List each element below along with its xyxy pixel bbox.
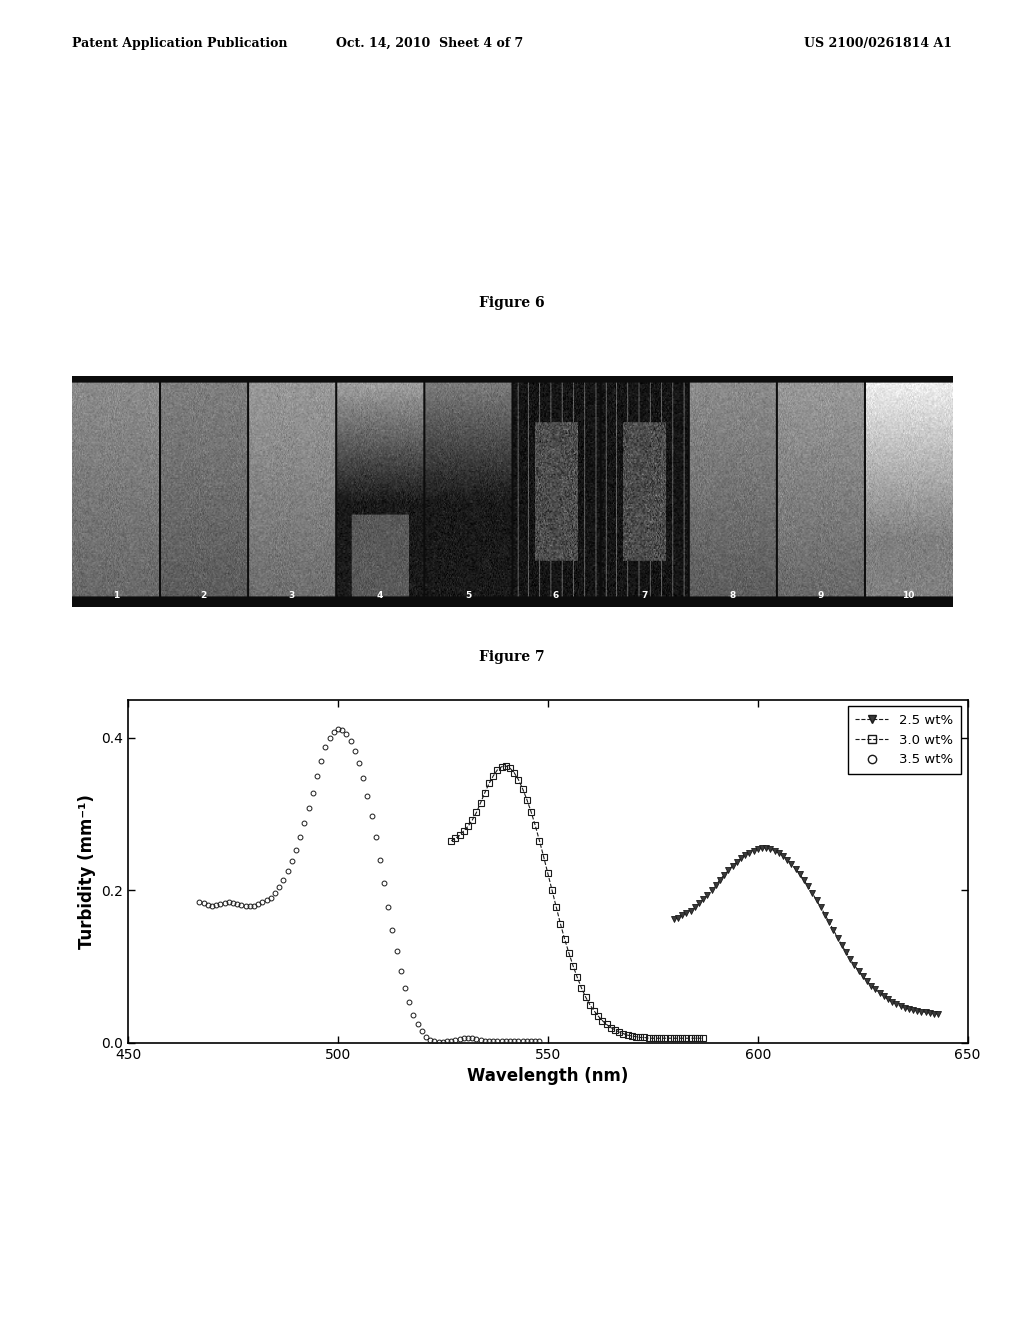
Text: 1: 1 <box>113 591 119 601</box>
Y-axis label: Turbidity (mm⁻¹): Turbidity (mm⁻¹) <box>78 793 95 949</box>
Text: Figure 6: Figure 6 <box>479 296 545 310</box>
Text: 10: 10 <box>902 591 914 601</box>
Text: 6: 6 <box>553 591 559 601</box>
Text: 3: 3 <box>289 591 295 601</box>
Legend: 2.5 wt%, 3.0 wt%, 3.5 wt%: 2.5 wt%, 3.0 wt%, 3.5 wt% <box>848 706 962 775</box>
Text: Patent Application Publication: Patent Application Publication <box>72 37 287 50</box>
Text: 4: 4 <box>377 591 383 601</box>
Text: US 2100/0261814 A1: US 2100/0261814 A1 <box>804 37 952 50</box>
Text: 8: 8 <box>729 591 735 601</box>
Text: 5: 5 <box>465 591 471 601</box>
Text: 9: 9 <box>817 591 823 601</box>
Text: Oct. 14, 2010  Sheet 4 of 7: Oct. 14, 2010 Sheet 4 of 7 <box>337 37 523 50</box>
Text: 7: 7 <box>641 591 647 601</box>
Text: Figure 7: Figure 7 <box>479 649 545 664</box>
X-axis label: Wavelength (nm): Wavelength (nm) <box>467 1067 629 1085</box>
Text: 2: 2 <box>201 591 207 601</box>
